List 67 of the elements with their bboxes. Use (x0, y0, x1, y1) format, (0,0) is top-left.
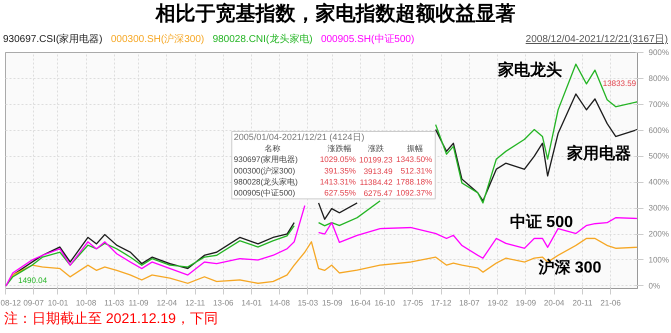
x-tick-label: 19-09 (516, 298, 537, 308)
annotation: 家用电器 (566, 144, 631, 163)
x-tick-label: 13-06 (213, 298, 234, 308)
annotation: 家电龙头 (497, 60, 562, 79)
annotation: 512.31% (400, 166, 432, 176)
x-tick-label: 14-08 (270, 298, 291, 308)
x-tick-label: 10-08 (76, 298, 97, 308)
annotation: 1788.18% (396, 178, 432, 187)
annotation: 000905(中证500) (234, 188, 296, 198)
annotation: 振幅 (406, 144, 423, 153)
y-tick-label: 900% (648, 48, 669, 57)
annotation: 980028(龙头家电) (234, 178, 298, 187)
annotation: 627.55% (324, 188, 356, 198)
y-tick-label: 500% (648, 152, 669, 161)
x-tick-label: 11-03 (104, 298, 125, 308)
annotation: 沪深 300 (537, 257, 602, 276)
x-tick-label: 20-04 (544, 298, 565, 308)
annotation: 2005/01/04-2021/12/21 (4124日) (234, 132, 364, 142)
annotation: 930697(家用电器) (234, 155, 298, 164)
x-tick-label: 15-09 (322, 298, 344, 308)
text: 000905.SH(中证500) (320, 34, 414, 45)
x-tick-label: 08-12 (0, 298, 22, 308)
x-tick-label: 18-07 (459, 298, 480, 308)
y-tick-label: 300% (648, 204, 669, 213)
x-tick-label: 09-07 (23, 298, 44, 308)
x-tick-label: 17-12 (430, 298, 452, 308)
y-tick-label: 400% (648, 178, 669, 187)
annotation: 涨跌幅 (328, 144, 352, 153)
x-tick-label: 16-10 (374, 298, 396, 308)
y-tick-label: 200% (648, 230, 669, 239)
annotation: 10199.23 (359, 156, 394, 165)
x-tick-label: 10-01 (48, 298, 69, 308)
annotation: 000300(沪深300) (234, 166, 296, 176)
annotation: 6275.47 (364, 189, 394, 198)
y-tick-label: 700% (648, 100, 669, 109)
x-tick-label: 21-06 (600, 298, 622, 308)
chart-title: 相比于宽基指数，家电指数超额收益显著 (154, 2, 516, 27)
annotation: 名称 (264, 144, 280, 153)
y-tick-label: 600% (648, 126, 669, 135)
text: 930697.CSI(家用电器) (3, 34, 102, 45)
x-tick-label: 16-04 (350, 298, 372, 308)
annotation: 11384.42 (360, 178, 394, 188)
x-tick-label: 14-01 (241, 298, 262, 308)
annotation: 1092.37% (396, 188, 432, 198)
annotation: 1343.50% (396, 155, 432, 164)
annotation: 涨跌 (368, 144, 384, 153)
x-tick-label: 20-11 (572, 298, 593, 308)
y-tick-label: 100% (648, 255, 669, 264)
annotation: 1490.04 (18, 276, 48, 286)
x-tick-label: 19-02 (488, 298, 509, 308)
x-tick-label: 12-04 (156, 298, 178, 308)
annotation: 391.35% (324, 166, 356, 176)
annotation: 中证 500 (510, 212, 574, 231)
annotation: 13833.59 (602, 79, 637, 88)
x-tick-label: 12-11 (185, 298, 206, 308)
y-tick-label: 800% (648, 74, 669, 83)
text: 980028.CNI(龙头家电) (212, 34, 313, 45)
text: 2008/12/04-2021/12/21(3167日) (526, 33, 668, 47)
annotation: 3913.49 (364, 166, 394, 176)
y-tick-label: 0% (648, 281, 660, 290)
annotation: 1029.05% (320, 155, 356, 164)
annotation: 1413.31% (320, 178, 356, 187)
x-tick-label: 17-05 (402, 298, 424, 308)
x-tick-label: 15-03 (298, 298, 319, 308)
text: 注：日期截止至 2021.12.19，下同 (4, 309, 218, 328)
x-tick-label: 11-09 (128, 298, 150, 308)
text: 000300.SH(沪深300) (110, 34, 204, 45)
